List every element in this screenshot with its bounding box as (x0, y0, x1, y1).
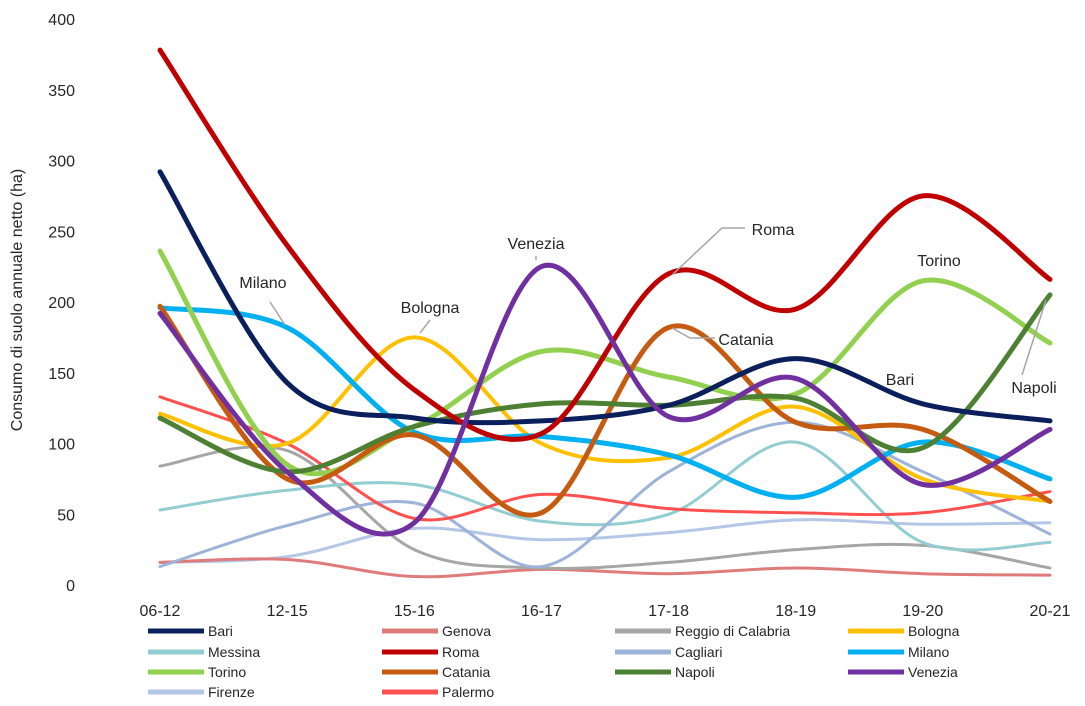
legend-label: Milano (908, 644, 949, 660)
annotation-napoli: Napoli (1011, 380, 1056, 397)
series-line-napoli (157, 292, 1053, 475)
series-line-reggio-di-calabria (158, 445, 1052, 571)
legend-label: Bari (208, 623, 233, 639)
y-tick-label: 400 (48, 12, 75, 29)
y-axis-ticks: 0 50 100 150 200 250 300 350 400 (48, 12, 75, 595)
y-tick-label: 250 (48, 224, 75, 241)
y-tick-label: 350 (48, 83, 75, 100)
y-tick-label: 100 (48, 437, 75, 454)
x-tick-label: 06-12 (140, 603, 181, 620)
annotation-venezia: Venezia (508, 236, 565, 253)
annotation-bologna: Bologna (401, 300, 460, 317)
x-axis-ticks: 06-12 12-15 15-16 16-17 17-18 18-19 19-20 20-21 (140, 603, 1071, 620)
series-line-catania (157, 303, 1053, 518)
annotation-catania: Catania (718, 332, 773, 349)
series-line-roma (157, 47, 1053, 442)
series-lines (157, 47, 1053, 579)
legend-label: Napoli (675, 664, 715, 680)
x-tick-label: 12-15 (267, 603, 308, 620)
x-tick-label: 17-18 (648, 603, 689, 620)
x-tick-label: 15-16 (394, 603, 435, 620)
annotation-bari: Bari (886, 372, 914, 389)
annotation-milano: Milano (239, 275, 286, 292)
series-line-bologna (158, 335, 1052, 504)
legend: Bari Genova Reggio di Calabria Bologna Messi… (148, 623, 960, 700)
legend-label: Reggio di Calabria (675, 623, 790, 639)
y-tick-label: 150 (48, 366, 75, 383)
y-tick-label: 200 (48, 295, 75, 312)
series-line-torino (157, 248, 1053, 477)
legend-label: Venezia (908, 664, 958, 680)
series-line-cagliari (158, 420, 1052, 569)
annotation-leader-line (671, 327, 715, 339)
series-line-milano (157, 305, 1053, 500)
annotation-torino: Torino (917, 253, 961, 270)
legend-label: Messina (208, 644, 260, 660)
annotation-leader-line (269, 301, 286, 326)
x-tick-label: 18-19 (775, 603, 816, 620)
legend-label: Firenze (208, 684, 255, 700)
legend-label: Catania (442, 664, 490, 680)
y-axis-label: Consumo di suolo annuale netto (ha) (9, 169, 26, 431)
legend-label: Palermo (442, 684, 494, 700)
x-tick-label: 16-17 (521, 603, 562, 620)
y-tick-label: 0 (66, 578, 75, 595)
series-line-bari (157, 169, 1053, 426)
annotation-leader-line (671, 227, 745, 276)
legend-label: Torino (208, 664, 246, 680)
x-tick-label: 19-20 (902, 603, 943, 620)
x-tick-label: 20-21 (1030, 603, 1071, 620)
annotation-roma: Roma (752, 222, 795, 239)
y-tick-label: 300 (48, 154, 75, 171)
series-line-messina (158, 440, 1052, 552)
annotation-leader-line (419, 319, 431, 334)
annotation-leader-line (1021, 299, 1047, 376)
series-line-palermo (158, 395, 1052, 522)
legend-label: Genova (442, 623, 491, 639)
legend-label: Bologna (908, 623, 960, 639)
series-line-firenze (158, 518, 1052, 564)
series-line-genova (158, 557, 1052, 579)
legend-label: Cagliari (675, 644, 722, 660)
legend-label: Roma (442, 644, 480, 660)
series-line-venezia (157, 262, 1053, 537)
series-annotations: Milano Bologna Venezia Roma Catania Torino Bar… (239, 222, 1056, 397)
y-tick-label: 50 (57, 507, 75, 524)
